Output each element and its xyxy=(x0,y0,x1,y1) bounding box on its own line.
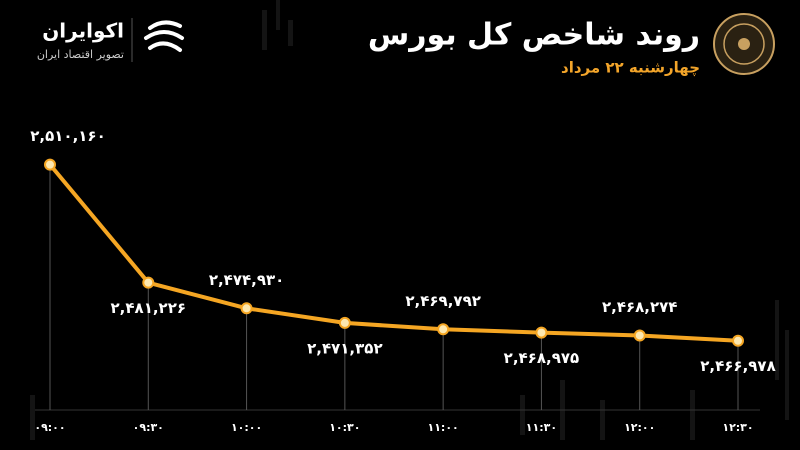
x-tick-label: ۱۱:۳۰ xyxy=(526,421,557,434)
brand-name: اکوایران xyxy=(42,19,124,43)
chart-subtitle: چهارشنبه ۲۲ مرداد xyxy=(561,59,700,78)
data-label: ۲,۴۸۱,۲۲۶ xyxy=(111,299,186,317)
point xyxy=(142,276,155,289)
data-label: ۲,۴۶۸,۲۷۴ xyxy=(602,298,677,316)
series-line xyxy=(48,163,739,343)
x-tick-label: ۰۹:۰۰ xyxy=(34,421,65,434)
x-tick-label: ۱۲:۰۰ xyxy=(624,421,655,434)
x-tick-label: ۱۰:۳۰ xyxy=(329,421,360,434)
point xyxy=(240,302,253,315)
point xyxy=(732,334,744,347)
data-label: ۲,۵۱۰,۱۶۰ xyxy=(30,127,105,145)
brand-logo xyxy=(713,13,775,75)
eco-logo xyxy=(144,20,184,52)
data-label: ۲,۴۶۹,۷۹۲ xyxy=(405,292,480,310)
data-label: ۲,۴۷۴,۹۳۰ xyxy=(209,271,284,289)
x-tick-label: ۱۲:۳۰ xyxy=(722,421,753,434)
data-label: ۲,۴۶۸,۹۷۵ xyxy=(504,349,579,367)
point xyxy=(633,329,646,342)
point xyxy=(535,326,548,339)
point xyxy=(338,316,351,329)
brand-tagline: تصویر اقتصاد ایران xyxy=(37,48,124,61)
data-label: ۲,۴۶۶,۹۷۸ xyxy=(700,357,775,375)
point xyxy=(437,323,450,336)
chart-title: روند شاخص کل بورس xyxy=(368,18,700,53)
x-tick-label: ۰۹:۳۰ xyxy=(133,421,164,434)
x-tick-label: ۱۱:۰۰ xyxy=(428,421,459,434)
data-label: ۲,۴۷۱,۳۵۲ xyxy=(307,339,382,357)
x-tick-label: ۱۰:۰۰ xyxy=(231,421,262,434)
point xyxy=(44,158,56,171)
